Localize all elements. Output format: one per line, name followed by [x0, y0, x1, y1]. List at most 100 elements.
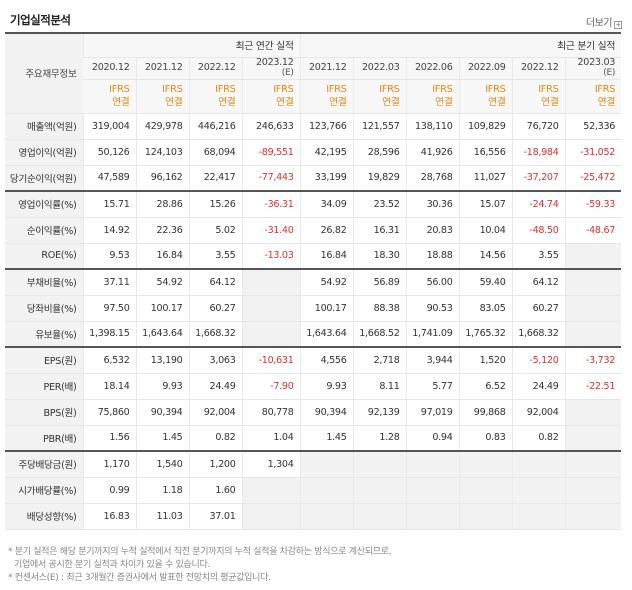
table-cell: 1,200 — [188, 450, 242, 478]
table-cell: 24.49 — [188, 373, 242, 400]
table-cell: 0.99 — [82, 477, 136, 504]
table-cell: 0.82 — [188, 425, 242, 452]
footnote: * 컨센서스(E) : 최근 3개월간 증권사에서 발표한 전망치의 평균값입니… — [8, 573, 271, 583]
table-cell: 90.53 — [405, 295, 460, 322]
ifrs-header: IFRS 연결 — [405, 79, 460, 114]
table-cell: 319,004 — [82, 113, 136, 140]
table-cell: 97.50 — [82, 295, 136, 322]
table-cell: 246,633 — [241, 113, 301, 140]
table-cell: 0.83 — [458, 425, 513, 452]
table-cell: 5.77 — [405, 373, 460, 400]
table-cell — [564, 268, 622, 296]
period-header-row: 2020.12 2021.12 2022.12 2023.12 (E) 2021.12 20… — [5, 57, 622, 80]
table-cell: 28,596 — [352, 139, 407, 166]
consolidated-label: 연결 — [435, 97, 453, 108]
table-cell: 56.00 — [405, 268, 460, 296]
ifrs-header: IFRS 연결 — [352, 79, 407, 114]
period-date: 2020.12 — [91, 62, 130, 73]
table-cell — [511, 477, 566, 504]
table-cell: 1,668.32 — [188, 321, 242, 348]
table-cell: 68,094 — [188, 139, 242, 166]
table-cell: 34.09 — [299, 190, 354, 218]
consolidated-label: 연결 — [276, 97, 294, 108]
table-cell: 18.88 — [405, 243, 460, 270]
table-cell: 1.45 — [135, 425, 189, 452]
table-cell: -13.03 — [241, 243, 301, 270]
table-row: 영업이익률(%) 15.71 28.86 15.26 -36.31 34.09 23.52 3… — [5, 190, 622, 218]
ifrs-header: IFRS 연결 — [188, 79, 242, 114]
table-cell: 0.82 — [511, 425, 566, 452]
ifrs-header: IFRS 연결 — [564, 79, 622, 114]
table-cell: -31,052 — [564, 139, 622, 166]
ifrs-header: IFRS 연결 — [458, 79, 513, 114]
table-cell: 6.52 — [458, 373, 513, 400]
table-cell: 30.36 — [405, 190, 460, 218]
table-cell: 76,720 — [511, 113, 566, 140]
row-label: 당좌비율(%) — [5, 295, 83, 322]
more-link[interactable]: 더보기 + — [586, 14, 622, 29]
period-header: 2021.12 — [135, 57, 189, 80]
table-row: EPS(원) 6,532 13,190 3,063 -10,631 4,556 2,718 3… — [5, 346, 622, 374]
table-cell — [564, 503, 622, 530]
plus-box-icon[interactable]: + — [614, 21, 622, 29]
consolidated-label: 연결 — [218, 97, 236, 108]
section-header: 기업실적분석 더보기 + — [10, 10, 622, 30]
period-date: 2022.09 — [467, 62, 506, 73]
ifrs-label: IFRS — [215, 84, 236, 95]
more-label[interactable]: 더보기 — [585, 18, 613, 29]
period-date: 2021.12 — [308, 62, 347, 73]
table-cell — [352, 477, 407, 504]
table-cell: 11,027 — [458, 165, 513, 192]
table-cell: 50,126 — [82, 139, 136, 166]
consolidated-label: 연결 — [165, 97, 183, 108]
table-cell — [241, 503, 301, 530]
row-label: BPS(원) — [5, 399, 83, 426]
table-cell — [299, 450, 354, 478]
ifrs-header: IFRS 연결 — [299, 79, 354, 114]
table-cell — [564, 295, 622, 322]
table-cell — [564, 243, 622, 270]
table-cell: 1,643.64 — [299, 321, 354, 348]
period-header: 2023.03 (E) — [564, 57, 622, 80]
table-row: 당좌비율(%) 97.50 100.17 60.27 100.17 88.38 90.53 8… — [5, 295, 622, 322]
group-header-row: 주요재무정보 최근 연간 실적 최근 분기 실적 — [5, 32, 622, 114]
row-label: 유보율(%) — [5, 321, 83, 348]
table-row: 영업이익(억원) 50,126 124,103 68,094 -89,551 42,195… — [5, 139, 622, 166]
table-cell: -3,732 — [564, 346, 622, 374]
row-label: 매출액(억원) — [5, 113, 83, 140]
financial-table: 주요재무정보 최근 연간 실적 최근 분기 실적 2020.12 2021.12 2… — [5, 32, 622, 530]
consolidated-label: 연결 — [112, 97, 130, 108]
table-cell: 18.30 — [352, 243, 407, 270]
table-cell: 429,978 — [135, 113, 189, 140]
row-label: 시가배당률(%) — [5, 477, 83, 504]
consolidated-label: 연결 — [488, 97, 506, 108]
table-row: BPS(원) 75,860 90,394 92,004 80,778 90,394 92,1… — [5, 399, 622, 426]
table-cell: 37.11 — [82, 268, 136, 296]
table-cell — [352, 450, 407, 478]
table-cell: 28.86 — [135, 190, 189, 218]
table-cell: -36.31 — [241, 190, 301, 218]
table-cell: 33,199 — [299, 165, 354, 192]
ifrs-label: IFRS — [594, 84, 616, 95]
table-cell: -48.50 — [511, 217, 566, 244]
table-cell: -59.33 — [564, 190, 622, 218]
table-cell: 100.17 — [135, 295, 189, 322]
table-cell: 1.28 — [352, 425, 407, 452]
table-cell: 1.04 — [241, 425, 301, 452]
section-title: 기업실적분석 — [10, 13, 71, 27]
table-cell: 1.60 — [188, 477, 242, 504]
table-row: 매출액(억원) 319,004 429,978 446,216 246,633 123,7… — [5, 113, 622, 140]
row-label: 영업이익(억원) — [5, 139, 83, 166]
ifrs-label: IFRS — [109, 84, 130, 95]
period-date: 2022.12 — [197, 62, 236, 73]
table-cell: 3.55 — [188, 243, 242, 270]
table-cell — [241, 321, 301, 348]
period-date: 2022.03 — [361, 62, 400, 73]
table-cell — [299, 477, 354, 504]
table-cell — [405, 503, 460, 530]
row-label: 부채비율(%) — [5, 268, 83, 296]
table-cell: 15.71 — [82, 190, 136, 218]
table-cell: -22.51 — [564, 373, 622, 400]
table-cell: 0.94 — [405, 425, 460, 452]
table-cell: 2,718 — [352, 346, 407, 374]
